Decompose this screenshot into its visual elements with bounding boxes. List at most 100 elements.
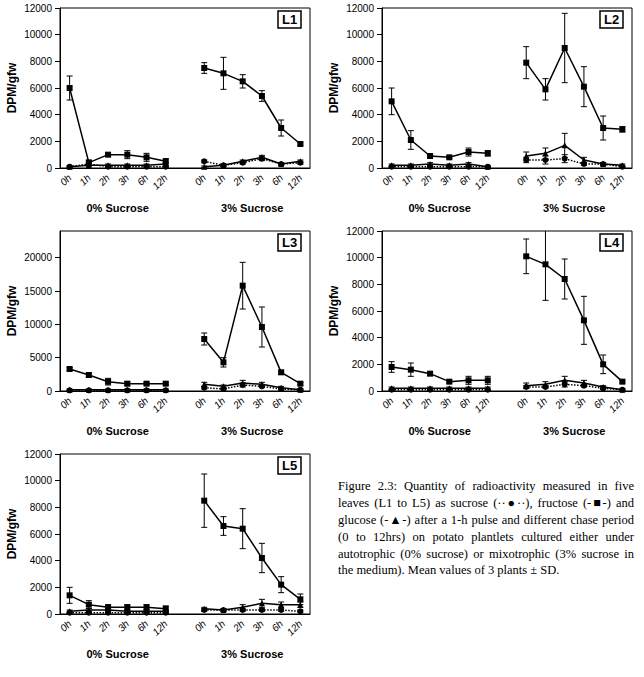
svg-text:3h: 3h (116, 618, 132, 634)
svg-text:6h: 6h (135, 395, 151, 411)
svg-text:3h: 3h (250, 172, 266, 188)
svg-text:3% Sucrose: 3% Sucrose (543, 425, 605, 437)
svg-text:6h: 6h (591, 172, 607, 188)
svg-text:12h: 12h (285, 618, 305, 638)
svg-text:4000: 4000 (30, 109, 53, 120)
svg-text:0h: 0h (192, 618, 208, 634)
svg-text:12h: 12h (285, 172, 305, 192)
svg-text:1h: 1h (534, 172, 550, 188)
svg-text:L2: L2 (604, 12, 619, 27)
svg-text:10000: 10000 (24, 29, 52, 40)
svg-text:DPM/gfw: DPM/gfw (5, 285, 19, 336)
svg-text:3% Sucrose: 3% Sucrose (543, 202, 605, 214)
svg-text:0h: 0h (514, 172, 530, 188)
svg-text:12h: 12h (472, 395, 492, 415)
svg-text:6000: 6000 (30, 83, 53, 94)
svg-text:L4: L4 (604, 235, 620, 250)
svg-text:6000: 6000 (352, 306, 375, 317)
svg-text:3h: 3h (250, 618, 266, 634)
svg-text:2h: 2h (96, 172, 113, 189)
svg-text:12000: 12000 (24, 449, 52, 460)
svg-text:3h: 3h (116, 395, 132, 411)
svg-text:2h: 2h (230, 618, 247, 635)
svg-text:6h: 6h (269, 618, 285, 634)
svg-text:0: 0 (368, 163, 374, 174)
svg-text:2h: 2h (230, 172, 247, 189)
svg-text:6h: 6h (135, 618, 151, 634)
svg-text:10000: 10000 (24, 319, 52, 330)
svg-text:0h: 0h (380, 395, 396, 411)
svg-text:3h: 3h (572, 172, 588, 188)
svg-text:1h: 1h (212, 395, 228, 411)
svg-text:L1: L1 (282, 12, 297, 27)
svg-text:12h: 12h (150, 618, 170, 638)
svg-text:DPM/gfw: DPM/gfw (327, 285, 341, 336)
svg-text:0h: 0h (58, 395, 74, 411)
svg-text:20000: 20000 (24, 252, 52, 263)
svg-text:6h: 6h (457, 172, 473, 188)
svg-text:4000: 4000 (352, 332, 375, 343)
svg-text:12h: 12h (285, 395, 305, 415)
svg-text:2h: 2h (230, 395, 247, 412)
svg-text:L5: L5 (282, 458, 297, 473)
svg-text:12h: 12h (607, 395, 627, 415)
svg-text:6h: 6h (135, 172, 151, 188)
svg-text:0: 0 (46, 609, 52, 620)
svg-text:3h: 3h (250, 395, 266, 411)
svg-text:2h: 2h (418, 395, 435, 412)
svg-text:DPM/gfw: DPM/gfw (5, 508, 19, 559)
svg-text:0h: 0h (380, 172, 396, 188)
svg-text:3% Sucrose: 3% Sucrose (221, 648, 283, 660)
svg-text:2h: 2h (552, 395, 569, 412)
svg-text:0h: 0h (192, 172, 208, 188)
svg-text:2h: 2h (96, 395, 113, 412)
svg-text:1h: 1h (212, 172, 228, 188)
svg-text:6h: 6h (457, 395, 473, 411)
svg-text:1h: 1h (77, 618, 93, 634)
svg-text:3h: 3h (438, 172, 454, 188)
svg-text:8000: 8000 (352, 279, 375, 290)
svg-text:2000: 2000 (352, 136, 375, 147)
svg-text:0h: 0h (58, 172, 74, 188)
svg-text:6h: 6h (269, 395, 285, 411)
svg-text:1h: 1h (212, 618, 228, 634)
svg-text:0% Sucrose: 0% Sucrose (87, 202, 149, 214)
svg-text:0h: 0h (58, 618, 74, 634)
svg-text:0: 0 (368, 386, 374, 397)
svg-text:DPM/gfw: DPM/gfw (5, 62, 19, 113)
svg-text:1h: 1h (77, 172, 93, 188)
svg-text:0: 0 (46, 386, 52, 397)
svg-text:0% Sucrose: 0% Sucrose (87, 648, 149, 660)
svg-text:6h: 6h (591, 395, 607, 411)
svg-text:0% Sucrose: 0% Sucrose (87, 425, 149, 437)
svg-text:2000: 2000 (352, 359, 375, 370)
svg-text:8000: 8000 (30, 502, 53, 513)
svg-text:6000: 6000 (30, 529, 53, 540)
svg-text:0% Sucrose: 0% Sucrose (409, 425, 471, 437)
svg-text:1h: 1h (399, 172, 415, 188)
svg-text:0% Sucrose: 0% Sucrose (409, 202, 471, 214)
svg-text:3h: 3h (572, 395, 588, 411)
svg-text:3% Sucrose: 3% Sucrose (221, 202, 283, 214)
svg-text:1h: 1h (399, 395, 415, 411)
svg-text:4000: 4000 (352, 109, 375, 120)
svg-text:8000: 8000 (30, 56, 53, 67)
svg-text:0h: 0h (192, 395, 208, 411)
svg-text:1h: 1h (534, 395, 550, 411)
svg-text:DPM/gfw: DPM/gfw (327, 62, 341, 113)
svg-text:0h: 0h (514, 395, 530, 411)
svg-text:15000: 15000 (24, 286, 52, 297)
svg-text:3h: 3h (438, 395, 454, 411)
svg-text:4000: 4000 (30, 555, 53, 566)
svg-text:2000: 2000 (30, 136, 53, 147)
svg-text:5000: 5000 (30, 352, 53, 363)
svg-text:6000: 6000 (352, 83, 375, 94)
svg-text:12000: 12000 (346, 226, 374, 237)
svg-text:6h: 6h (269, 172, 285, 188)
svg-text:2000: 2000 (30, 582, 53, 593)
svg-text:10000: 10000 (346, 29, 374, 40)
svg-text:3% Sucrose: 3% Sucrose (221, 425, 283, 437)
svg-text:12h: 12h (607, 172, 627, 192)
svg-text:12h: 12h (150, 172, 170, 192)
svg-text:12000: 12000 (346, 3, 374, 14)
